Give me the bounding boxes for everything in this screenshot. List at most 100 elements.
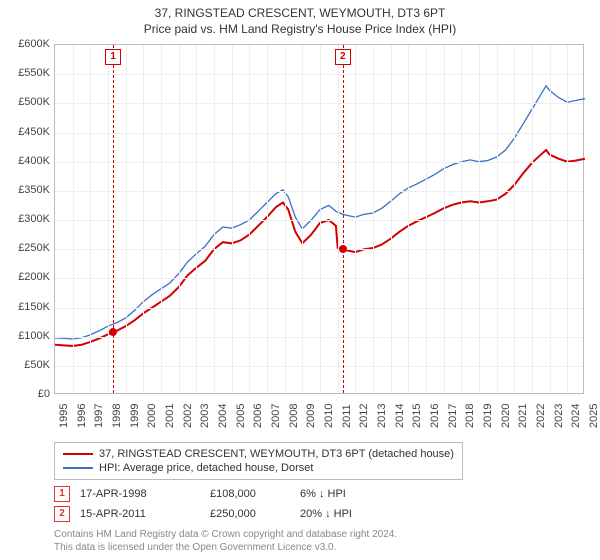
legend-item: HPI: Average price, detached house, Dors… <box>63 461 454 475</box>
gridline-horizontal <box>55 220 583 221</box>
y-axis-tick-label: £50K <box>0 359 50 371</box>
gridline-vertical <box>373 45 374 393</box>
gridline-vertical <box>444 45 445 393</box>
x-axis-tick-label: 2021 <box>517 404 529 428</box>
x-axis-tick-label: 2009 <box>305 404 317 428</box>
gridline-vertical <box>426 45 427 393</box>
y-axis-tick-label: £600K <box>0 38 50 50</box>
x-axis-tick-label: 2019 <box>482 404 494 428</box>
gridline-vertical <box>532 45 533 393</box>
sale-marker-box: 1 <box>105 49 121 65</box>
gridline-horizontal <box>55 366 583 367</box>
gridline-horizontal <box>55 337 583 338</box>
x-axis-tick-label: 1998 <box>111 404 123 428</box>
x-axis-tick-label: 2023 <box>553 404 565 428</box>
y-axis-tick-label: £0 <box>0 388 50 400</box>
x-axis-tick-label: 2000 <box>146 404 158 428</box>
x-axis-tick-label: 2007 <box>270 404 282 428</box>
x-axis-tick-label: 2002 <box>182 404 194 428</box>
x-axis-tick-label: 2011 <box>341 404 353 428</box>
sale-record-price: £108,000 <box>210 488 290 500</box>
gridline-vertical <box>550 45 551 393</box>
gridline-vertical <box>514 45 515 393</box>
gridline-vertical <box>479 45 480 393</box>
y-axis-tick-label: £150K <box>0 301 50 313</box>
sale-marker-line <box>113 45 114 393</box>
x-axis-tick-label: 2017 <box>447 404 459 428</box>
x-axis-tick-label: 2004 <box>217 404 229 428</box>
sale-record-date: 17-APR-1998 <box>80 488 200 500</box>
y-axis-tick-label: £350K <box>0 184 50 196</box>
sale-record-marker: 1 <box>54 486 70 502</box>
gridline-vertical <box>497 45 498 393</box>
sale-record-row: 117-APR-1998£108,0006% ↓ HPI <box>54 484 400 504</box>
y-axis-tick-label: £550K <box>0 67 50 79</box>
y-axis-tick-label: £500K <box>0 96 50 108</box>
x-axis-tick-label: 2016 <box>429 404 441 428</box>
gridline-vertical <box>73 45 74 393</box>
x-axis-tick-label: 2005 <box>235 404 247 428</box>
plot-area: 12 <box>54 44 584 394</box>
gridline-horizontal <box>55 249 583 250</box>
x-axis-tick-label: 2025 <box>588 404 600 428</box>
gridline-vertical <box>214 45 215 393</box>
gridline-vertical <box>408 45 409 393</box>
gridline-vertical <box>232 45 233 393</box>
sales-table: 117-APR-1998£108,0006% ↓ HPI215-APR-2011… <box>54 484 400 524</box>
gridline-horizontal <box>55 74 583 75</box>
x-axis-tick-label: 2018 <box>464 404 476 428</box>
sale-record-date: 15-APR-2011 <box>80 508 200 520</box>
sale-record-hpi-diff: 20% ↓ HPI <box>300 508 400 520</box>
gridline-horizontal <box>55 278 583 279</box>
gridline-vertical <box>302 45 303 393</box>
x-axis-tick-label: 1997 <box>93 404 105 428</box>
y-axis-tick-label: £400K <box>0 155 50 167</box>
gridline-vertical <box>90 45 91 393</box>
footer-line-1: Contains HM Land Registry data © Crown c… <box>54 528 397 541</box>
gridline-vertical <box>461 45 462 393</box>
gridline-horizontal <box>55 191 583 192</box>
x-axis-tick-label: 2010 <box>323 404 335 428</box>
x-axis-tick-label: 2001 <box>164 404 176 428</box>
x-axis-tick-label: 2008 <box>288 404 300 428</box>
x-axis-tick-label: 2003 <box>199 404 211 428</box>
chart-container: 37, RINGSTEAD CRESCENT, WEYMOUTH, DT3 6P… <box>0 0 600 560</box>
gridline-horizontal <box>55 103 583 104</box>
x-axis-tick-label: 1999 <box>129 404 141 428</box>
footer-attribution: Contains HM Land Registry data © Crown c… <box>54 528 397 554</box>
gridline-horizontal <box>55 162 583 163</box>
gridline-vertical <box>285 45 286 393</box>
legend: 37, RINGSTEAD CRESCENT, WEYMOUTH, DT3 6P… <box>54 442 463 480</box>
gridline-vertical <box>249 45 250 393</box>
x-axis-tick-label: 1995 <box>58 404 70 428</box>
x-axis-tick-label: 2024 <box>570 404 582 428</box>
gridline-vertical <box>355 45 356 393</box>
gridline-vertical <box>161 45 162 393</box>
x-axis-tick-label: 2013 <box>376 404 388 428</box>
sale-record-marker: 2 <box>54 506 70 522</box>
legend-swatch <box>63 453 93 455</box>
y-axis-tick-label: £200K <box>0 271 50 283</box>
legend-label: 37, RINGSTEAD CRESCENT, WEYMOUTH, DT3 6P… <box>99 448 454 460</box>
sale-marker-line <box>343 45 344 393</box>
x-axis-tick-label: 2022 <box>535 404 547 428</box>
x-axis-tick-label: 1996 <box>76 404 88 428</box>
chart-title: 37, RINGSTEAD CRESCENT, WEYMOUTH, DT3 6P… <box>0 0 600 20</box>
gridline-horizontal <box>55 133 583 134</box>
y-axis-tick-label: £450K <box>0 126 50 138</box>
x-axis-tick-label: 2006 <box>252 404 264 428</box>
y-axis-tick-label: £300K <box>0 213 50 225</box>
gridline-vertical <box>391 45 392 393</box>
x-axis-tick-label: 2015 <box>411 404 423 428</box>
sale-marker-box: 2 <box>335 49 351 65</box>
sale-point-dot <box>339 245 347 253</box>
gridline-vertical <box>196 45 197 393</box>
legend-swatch <box>63 467 93 469</box>
x-axis-tick-label: 2014 <box>394 404 406 428</box>
sale-point-dot <box>109 328 117 336</box>
gridline-vertical <box>108 45 109 393</box>
legend-item: 37, RINGSTEAD CRESCENT, WEYMOUTH, DT3 6P… <box>63 447 454 461</box>
gridline-vertical <box>338 45 339 393</box>
gridline-vertical <box>179 45 180 393</box>
y-axis-tick-label: £100K <box>0 330 50 342</box>
